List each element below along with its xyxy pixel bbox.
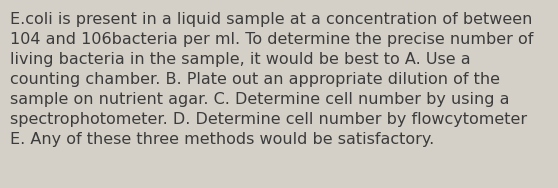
- Text: E.coli is present in a liquid sample at a concentration of between
104 and 106ba: E.coli is present in a liquid sample at …: [10, 12, 533, 147]
